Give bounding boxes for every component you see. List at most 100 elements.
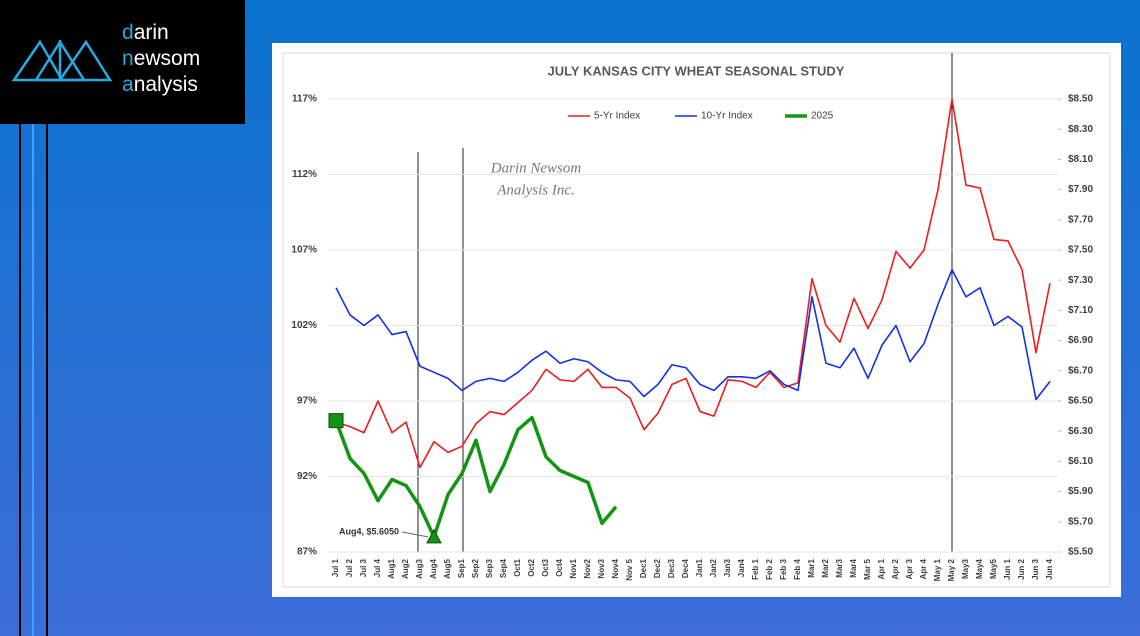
x-tick-label: Aug5 bbox=[443, 558, 452, 579]
annotation: Aug4, $5.6050 bbox=[339, 526, 399, 536]
y2-tick-label: $6.90 bbox=[1068, 335, 1093, 346]
logo-text: darin newsom analysis bbox=[122, 20, 200, 98]
x-tick-label: Oct1 bbox=[513, 558, 522, 576]
y2-tick-label: $5.50 bbox=[1068, 547, 1093, 558]
x-tick-label: Jan4 bbox=[737, 558, 746, 577]
logo-line: darin bbox=[122, 21, 169, 44]
chart: JULY KANSAS CITY WHEAT SEASONAL STUDY Da… bbox=[282, 52, 1111, 588]
x-tick-label: Jul 2 bbox=[345, 558, 354, 577]
x-tick-label: Aug2 bbox=[401, 558, 410, 579]
x-tick-label: May 2 bbox=[947, 558, 956, 581]
chart-title: JULY KANSAS CITY WHEAT SEASONAL STUDY bbox=[548, 63, 845, 78]
side-lines bbox=[19, 124, 48, 636]
y2-tick-label: $7.30 bbox=[1068, 275, 1093, 286]
x-tick-label: Oct4 bbox=[555, 558, 564, 576]
y2-tick-label: $6.50 bbox=[1068, 396, 1093, 407]
y-tick-label: 117% bbox=[292, 94, 317, 105]
logo: darin newsom analysis bbox=[0, 0, 245, 124]
annotation-leader bbox=[401, 531, 429, 538]
x-tick-label: Jan3 bbox=[723, 558, 732, 577]
x-tick-label: May5 bbox=[989, 558, 998, 579]
x-tick-label: Sep2 bbox=[471, 558, 480, 578]
x-tick-label: Aug1 bbox=[387, 558, 396, 579]
x-tick-label: May4 bbox=[975, 558, 984, 579]
y2-tick-label: $5.90 bbox=[1068, 486, 1093, 497]
x-tick-label: Apr 1 bbox=[877, 558, 886, 579]
x-tick-label: Nov4 bbox=[611, 558, 620, 578]
x-tick-label: May3 bbox=[961, 558, 970, 579]
x-tick-label: Sep4 bbox=[499, 558, 508, 578]
y2-tick-label: $7.50 bbox=[1068, 245, 1093, 256]
x-tick-label: Jul 4 bbox=[373, 558, 382, 577]
y2-tick-label: $7.10 bbox=[1068, 305, 1093, 316]
x-tick-label: May 1 bbox=[933, 558, 942, 581]
x-tick-label: Feb 3 bbox=[779, 558, 788, 579]
x-tick-label: Jun 3 bbox=[1031, 558, 1040, 579]
y2-tick-label: $5.70 bbox=[1068, 516, 1093, 527]
x-tick-label: Oct2 bbox=[527, 558, 536, 576]
x-tick-label: Feb 2 bbox=[765, 558, 774, 579]
y2-tick-label: $8.30 bbox=[1068, 124, 1093, 135]
x-tick-label: Dec3 bbox=[667, 558, 676, 578]
start-marker bbox=[328, 413, 344, 429]
watermark-bg bbox=[482, 152, 622, 202]
y-tick-label: 92% bbox=[297, 471, 317, 482]
x-tick-label: Jun 1 bbox=[1003, 558, 1012, 579]
series-line bbox=[334, 415, 618, 539]
series-line bbox=[335, 98, 1051, 469]
y-tick-label: 102% bbox=[291, 320, 317, 331]
plot-border bbox=[282, 52, 1111, 588]
y2-tick-label: $7.90 bbox=[1068, 184, 1093, 195]
x-tick-label: Apr 2 bbox=[891, 558, 900, 579]
x-tick-label: Jan2 bbox=[709, 558, 718, 577]
x-tick-label: Mar2 bbox=[821, 558, 830, 577]
logo-line: analysis bbox=[122, 73, 198, 96]
x-tick-label: Oct3 bbox=[541, 558, 550, 576]
legend-label: 2025 bbox=[811, 111, 834, 122]
x-tick-label: Jul 3 bbox=[359, 558, 368, 577]
legend-label: 5-Yr Index bbox=[594, 111, 640, 122]
x-tick-label: Jun 4 bbox=[1045, 558, 1054, 579]
x-tick-label: Mar 5 bbox=[863, 558, 872, 579]
x-tick-label: Nov1 bbox=[569, 558, 578, 578]
x-tick-label: Jul 1 bbox=[331, 558, 340, 577]
x-tick-label: Sep3 bbox=[485, 558, 494, 578]
x-tick-label: Apr 4 bbox=[919, 558, 928, 579]
y-tick-label: 87% bbox=[297, 547, 317, 558]
x-tick-label: Dec1 bbox=[639, 558, 648, 578]
x-tick-label: Jan1 bbox=[695, 558, 704, 577]
x-tick-label: Sep1 bbox=[457, 558, 466, 578]
legend-label: 10-Yr Index bbox=[701, 111, 753, 122]
x-tick-label: Mar4 bbox=[849, 558, 858, 577]
x-tick-label: Apr 3 bbox=[905, 558, 914, 579]
chart-panel: JULY KANSAS CITY WHEAT SEASONAL STUDY Da… bbox=[272, 43, 1121, 597]
x-tick-label: Mar1 bbox=[807, 558, 816, 577]
watermark: Analysis Inc. bbox=[496, 182, 574, 198]
y-tick-label: 107% bbox=[291, 245, 317, 256]
x-tick-label: Feb 1 bbox=[751, 558, 760, 579]
x-tick-label: Aug4 bbox=[429, 558, 438, 579]
y2-tick-label: $8.50 bbox=[1068, 94, 1093, 105]
x-tick-label: Aug3 bbox=[415, 558, 424, 579]
x-tick-label: Mar3 bbox=[835, 558, 844, 577]
low-marker bbox=[426, 528, 442, 544]
y2-tick-label: $7.70 bbox=[1068, 214, 1093, 225]
x-tick-label: Jun 2 bbox=[1017, 558, 1026, 579]
y2-tick-label: $6.70 bbox=[1068, 365, 1093, 376]
watermark: Darin Newsom bbox=[490, 160, 582, 176]
x-tick-label: Dec2 bbox=[653, 558, 662, 578]
x-tick-label: Nov2 bbox=[583, 558, 592, 578]
logo-line: newsom bbox=[122, 47, 201, 70]
y-tick-label: 112% bbox=[292, 169, 317, 180]
series-line bbox=[335, 268, 1051, 401]
y2-tick-label: $6.10 bbox=[1068, 456, 1093, 467]
logo-icon bbox=[11, 39, 113, 82]
x-tick-label: Dec4 bbox=[681, 558, 690, 578]
x-tick-label: Nov 5 bbox=[625, 558, 634, 580]
y2-tick-label: $6.30 bbox=[1068, 426, 1093, 437]
y2-tick-label: $8.10 bbox=[1068, 154, 1093, 165]
x-tick-label: Feb 4 bbox=[793, 558, 802, 579]
y-tick-label: 97% bbox=[297, 396, 317, 407]
x-tick-label: Nov3 bbox=[597, 558, 606, 578]
